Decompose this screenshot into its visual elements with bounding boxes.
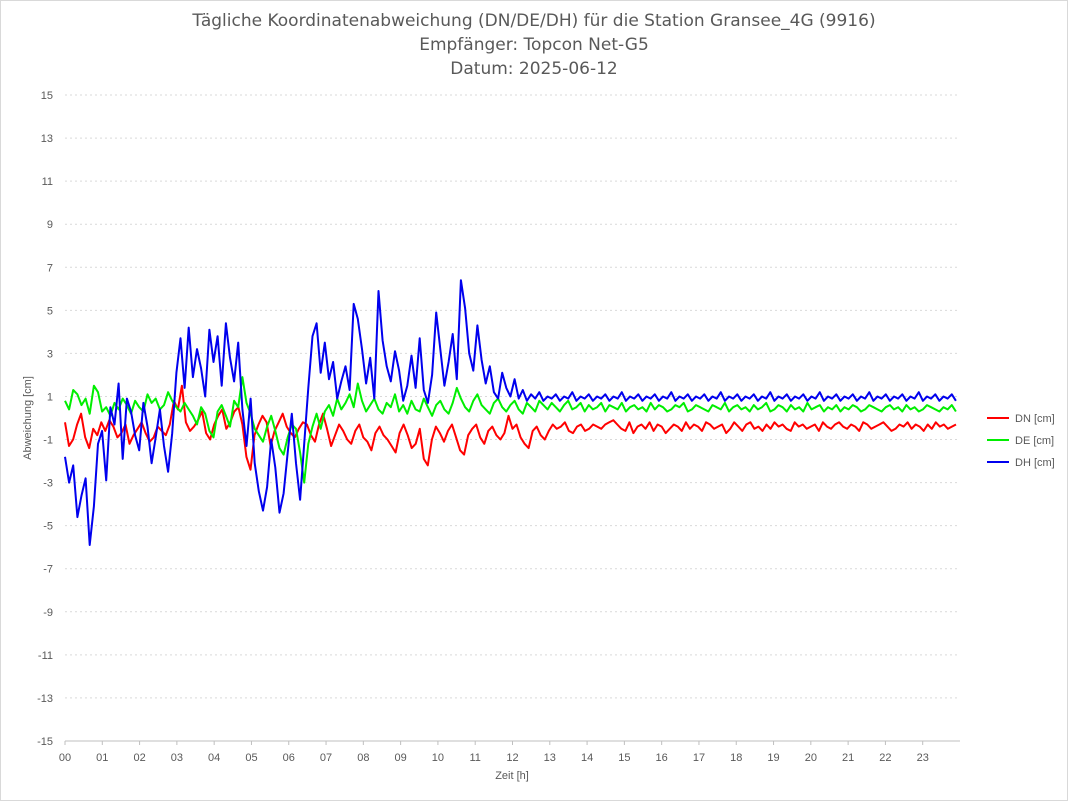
series-lines — [64, 279, 957, 546]
y-tick-label: -9 — [43, 607, 53, 619]
y-tick-label: 11 — [42, 176, 53, 188]
x-tick-label: 00 — [59, 752, 71, 764]
x-tick-label: 19 — [767, 752, 779, 764]
y-tick-label: 9 — [47, 219, 53, 231]
x-axis-label: Zeit [h] — [495, 770, 529, 782]
x-tick-label: 15 — [618, 752, 630, 764]
chart-title: Tägliche Koordinatenabweichung (DN/DE/DH… — [192, 11, 876, 31]
x-tick-label: 07 — [320, 752, 332, 764]
y-tick-label: 1 — [47, 391, 53, 403]
y-tick-label: 3 — [47, 348, 53, 360]
legend: DN [cm] DE [cm] DH [cm] — [987, 413, 1055, 469]
x-tick-label: 14 — [581, 752, 593, 764]
x-tick-label: 17 — [693, 752, 705, 764]
x-tick-label: 03 — [171, 752, 183, 764]
x-tick-label: 01 — [96, 752, 108, 764]
series-dn-line — [64, 384, 957, 471]
chart-subtitle-receiver: Empfänger: Topcon Net-G5 — [419, 35, 649, 55]
x-tick-label: 21 — [842, 752, 854, 764]
y-tick-label: 7 — [47, 262, 53, 274]
x-axis-ticks: 00 01 02 03 04 05 06 07 08 09 10 11 12 13 14 15 16 17 18 19… — [59, 741, 929, 764]
x-tick-label: 04 — [208, 752, 220, 764]
legend-label: DH [cm] — [1015, 457, 1055, 469]
x-tick-label: 16 — [656, 752, 668, 764]
y-axis-ticks: 15 13 11 9 7 5 3 1 -1 -3 -5 -7 -9 -11 -13 -15 — [37, 90, 53, 748]
y-tick-label: -1 — [43, 435, 53, 447]
x-tick-label: 05 — [245, 752, 257, 764]
y-tick-label: -11 — [38, 650, 53, 662]
legend-label: DE [cm] — [1015, 435, 1054, 447]
y-tick-label: -15 — [37, 736, 53, 748]
x-tick-label: 20 — [805, 752, 817, 764]
x-tick-label: 06 — [283, 752, 295, 764]
y-axis-label: Abweichung [cm] — [22, 376, 34, 460]
x-tick-label: 02 — [133, 752, 145, 764]
series-de-line — [64, 376, 957, 484]
y-tick-label: 13 — [41, 133, 53, 145]
x-tick-label: 12 — [506, 752, 518, 764]
y-tick-label: -13 — [37, 693, 53, 705]
x-tick-label: 23 — [917, 752, 929, 764]
series-dh-line — [64, 279, 957, 546]
x-tick-label: 18 — [730, 752, 742, 764]
x-tick-label: 11 — [469, 752, 480, 764]
x-tick-label: 22 — [879, 752, 891, 764]
legend-label: DN [cm] — [1015, 413, 1055, 425]
y-tick-label: -5 — [43, 521, 53, 533]
y-tick-label: 5 — [47, 305, 53, 317]
x-tick-label: 08 — [357, 752, 369, 764]
x-tick-label: 13 — [544, 752, 556, 764]
y-tick-label: -7 — [43, 564, 53, 576]
x-tick-label: 10 — [432, 752, 444, 764]
y-tick-label: 15 — [41, 90, 53, 102]
y-tick-label: -3 — [43, 478, 53, 490]
chart-subtitle-date: Datum: 2025-06-12 — [450, 59, 618, 79]
x-tick-label: 09 — [395, 752, 407, 764]
